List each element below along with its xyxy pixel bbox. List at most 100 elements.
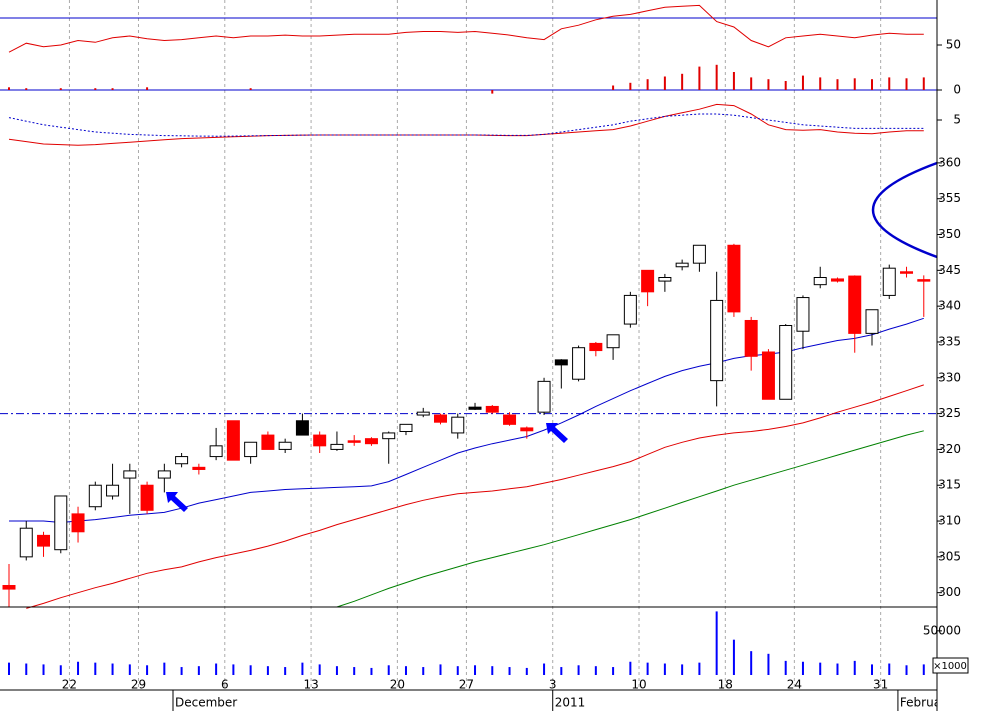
candle-body bbox=[71, 513, 85, 533]
candle-body bbox=[313, 434, 327, 447]
x-tick-label: 18 bbox=[718, 678, 733, 692]
bar bbox=[922, 77, 925, 90]
candle-body bbox=[761, 351, 775, 400]
candle-body bbox=[261, 434, 275, 450]
candle-body bbox=[917, 279, 931, 282]
volume-bar bbox=[525, 667, 528, 675]
bar bbox=[646, 79, 649, 90]
candle-body bbox=[641, 269, 655, 293]
x-tick-label: 22 bbox=[62, 678, 77, 692]
volume-bar bbox=[197, 666, 200, 675]
candle-body bbox=[123, 470, 137, 479]
candle-body bbox=[106, 484, 120, 497]
candle-body bbox=[209, 445, 223, 458]
line-series bbox=[8, 4, 924, 53]
volume-bar bbox=[560, 667, 563, 675]
x-tick-label: 31 bbox=[873, 678, 888, 692]
volume-bar bbox=[491, 666, 494, 675]
bar bbox=[146, 87, 149, 90]
bar bbox=[249, 88, 252, 90]
candle-body bbox=[865, 309, 879, 334]
bar bbox=[871, 79, 873, 90]
y-tick-label: 355 bbox=[938, 191, 961, 205]
candle-body bbox=[485, 405, 499, 413]
volume-bar bbox=[871, 664, 873, 675]
volume-bar bbox=[94, 662, 97, 675]
plot-area: December 2011 Februa bbox=[0, 4, 941, 710]
y-tick-label: 305 bbox=[938, 549, 961, 563]
volume-bar bbox=[215, 663, 218, 675]
volume-bar bbox=[163, 662, 166, 675]
volume-bar bbox=[612, 667, 615, 675]
bar bbox=[94, 88, 97, 90]
candle-body bbox=[744, 319, 758, 357]
volume-bar bbox=[353, 667, 356, 675]
y-tick-label: 345 bbox=[938, 263, 961, 277]
bar bbox=[681, 73, 684, 90]
candle-body bbox=[295, 420, 309, 436]
grid bbox=[0, 0, 937, 690]
candle-body bbox=[54, 495, 68, 551]
volume-bar bbox=[508, 667, 511, 675]
candle-body bbox=[192, 466, 206, 470]
volume-bar bbox=[681, 664, 684, 675]
volume-bar bbox=[59, 665, 62, 675]
month-label: Februa bbox=[900, 696, 941, 710]
volume-bar bbox=[335, 666, 338, 675]
candle-body bbox=[572, 347, 586, 380]
y-tick-label: 0 bbox=[953, 83, 961, 97]
x-tick-label: 13 bbox=[303, 678, 318, 692]
month-label: 2011 bbox=[555, 696, 586, 710]
candle-body bbox=[900, 271, 914, 274]
y-tick-label: 325 bbox=[938, 406, 961, 420]
candle-body bbox=[779, 324, 793, 400]
volume-bar bbox=[439, 664, 442, 675]
line-series bbox=[26, 384, 924, 609]
volume-bar bbox=[249, 665, 252, 675]
candle-body bbox=[37, 534, 51, 547]
y-tick-label: 335 bbox=[938, 334, 961, 348]
arrow bbox=[546, 423, 568, 443]
candle-body bbox=[157, 470, 171, 479]
candle-body bbox=[710, 299, 724, 382]
y-tick-label: 350 bbox=[938, 227, 961, 241]
y-tick-label: 340 bbox=[938, 299, 961, 313]
candle-body bbox=[520, 427, 534, 432]
bar bbox=[784, 81, 787, 90]
volume-bar bbox=[543, 663, 546, 675]
volume-bar bbox=[715, 611, 718, 675]
candle-body bbox=[623, 294, 637, 325]
candle-body bbox=[330, 443, 344, 450]
volume-bar bbox=[577, 665, 580, 675]
candle-body bbox=[434, 414, 447, 423]
volume-bar bbox=[77, 661, 80, 675]
volume-bar bbox=[42, 664, 45, 675]
x-tick-label: 20 bbox=[390, 678, 405, 692]
volume-bar bbox=[922, 664, 925, 675]
candle-body bbox=[554, 359, 568, 366]
unit-box bbox=[932, 657, 969, 674]
volume-bar bbox=[888, 663, 891, 675]
volume-bar bbox=[474, 665, 477, 675]
bar bbox=[888, 77, 891, 90]
volume-bar bbox=[180, 667, 183, 675]
candle-body bbox=[882, 267, 896, 296]
bar bbox=[819, 77, 822, 90]
candle-body bbox=[537, 380, 551, 413]
bar bbox=[767, 79, 770, 90]
unit-label: ×1000 bbox=[933, 661, 967, 672]
volume-bar bbox=[629, 661, 632, 675]
candle-body bbox=[364, 438, 378, 445]
candle-body bbox=[2, 585, 16, 590]
candle-body bbox=[382, 432, 396, 440]
bar bbox=[612, 85, 615, 90]
volume-bar bbox=[284, 667, 287, 675]
candle-body bbox=[813, 277, 827, 286]
bar bbox=[750, 77, 753, 90]
y-tick-label: 50 bbox=[946, 38, 961, 52]
volume-bar bbox=[594, 666, 597, 675]
x-tick-label: 6 bbox=[221, 678, 229, 692]
volume-bar bbox=[422, 667, 425, 675]
bar bbox=[8, 87, 10, 90]
